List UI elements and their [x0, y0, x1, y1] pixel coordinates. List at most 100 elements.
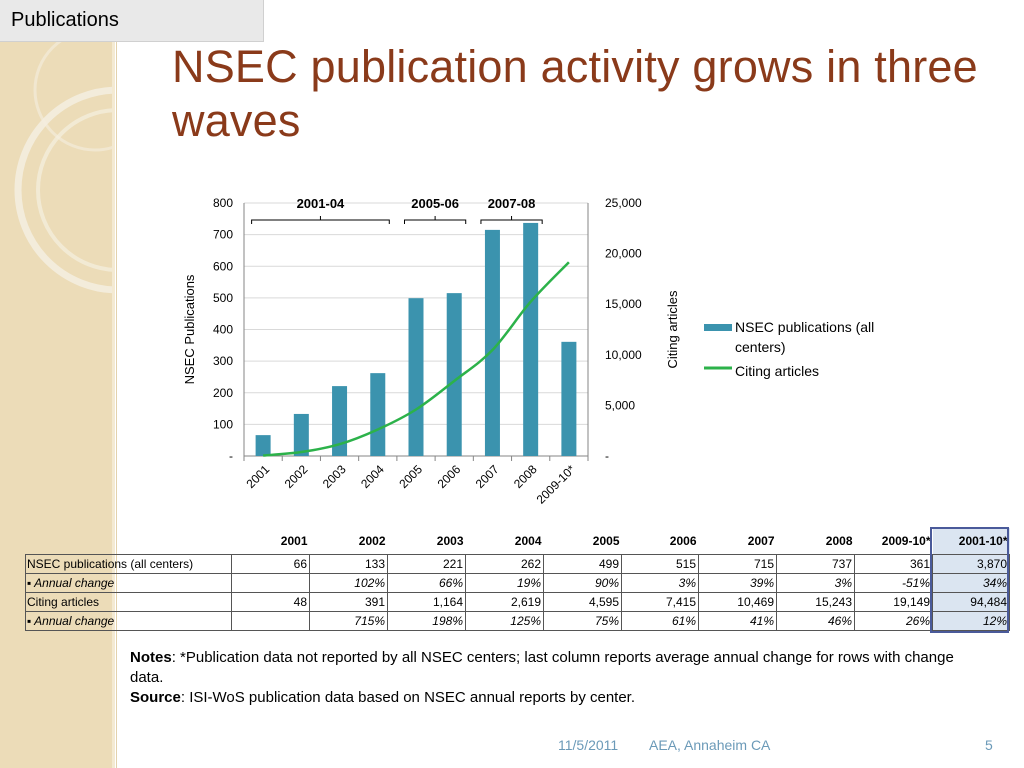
table-cell: 75% [543, 610, 622, 631]
bracket-2007-08 [480, 216, 543, 224]
table-header-row: 2001 2002 2003 2004 2005 2006 2007 2008 2009-10*… [26, 528, 1010, 554]
table-row-label: Citing articles [25, 591, 232, 612]
y2-tick-label: - [605, 449, 609, 463]
table-cell: 515 [621, 553, 699, 574]
data-table: 2001 2002 2003 2004 2005 2006 2007 2008 2009-10*… [25, 528, 1010, 631]
table-cell: 66% [387, 572, 466, 593]
bar-2006 [446, 293, 462, 456]
table-cell: 3,870 [932, 553, 1010, 574]
y2-tick-label: 10,000 [605, 348, 642, 362]
table-row: NSEC publications (all centers) 66 133 221 2… [25, 553, 1010, 574]
y-tick-label: - [229, 449, 233, 463]
table-row-label: ▪ Annual change [25, 610, 232, 631]
table-cell: 19,149 [854, 591, 933, 612]
publications-chart: - 100 200 300 400 500 600 700 800 - 5,000 10,000 15,… [182, 196, 874, 507]
table-row: ▪ Annual change 715% 198% 125% 75% 61% 41% 46% 2… [25, 610, 1010, 631]
table-cell: 61% [621, 610, 699, 631]
table-header-cell: 2003 [436, 533, 464, 548]
bar-2003 [332, 386, 348, 456]
x-tick-label: 2003 [320, 462, 349, 491]
bar-2008 [523, 222, 539, 456]
table-cell: 1,164 [387, 591, 466, 612]
notes-label: Notes [130, 649, 172, 666]
source-text: : ISI-WoS publication data based on NSEC… [180, 689, 636, 706]
bracket-label: 2001-04 [297, 196, 345, 211]
y2-tick-label: 15,000 [605, 297, 642, 311]
left-decorative-band [0, 0, 114, 768]
table-cell: 66 [231, 553, 310, 574]
table-cell [231, 572, 310, 593]
table-cell: 715 [698, 553, 777, 574]
table-header-cell: 2002 [358, 533, 386, 548]
y-tick-label: 800 [213, 196, 233, 210]
table-row-label: NSEC publications (all centers) [25, 553, 232, 574]
section-tab[interactable]: Publications [0, 0, 264, 42]
table-cell: 102% [309, 572, 388, 593]
table-header-cell: 2008 [825, 533, 853, 548]
table-cell: 125% [465, 610, 544, 631]
x-tick-label: 2002 [282, 462, 311, 491]
footer-venue: AEA, Annaheim CA [649, 737, 771, 753]
y-tick-label: 500 [213, 291, 233, 305]
table-cell: 133 [309, 553, 388, 574]
table-cell: 4,595 [543, 591, 622, 612]
legend-line-label: Citing articles [735, 363, 819, 379]
table-header-blank [26, 528, 232, 554]
bracket-label: 2007-08 [488, 196, 536, 211]
bar-2005 [408, 298, 424, 456]
table-cell: 12% [932, 610, 1010, 631]
table-cell: 391 [309, 591, 388, 612]
table-cell: 262 [465, 553, 544, 574]
table-header-cell: 2004 [514, 533, 542, 548]
y-tick-label: 300 [213, 354, 233, 368]
table-cell: 26% [854, 610, 933, 631]
x-tick-label: 2004 [358, 462, 387, 491]
bar-2001 [255, 435, 271, 456]
legend-bar-label-line2: centers) [735, 339, 786, 355]
table-cell: 499 [543, 553, 622, 574]
table-cell: 39% [698, 572, 777, 593]
table-header-cell: 2005 [592, 533, 620, 548]
bracket-label: 2005-06 [411, 196, 459, 211]
notes-text: : *Publication data not reported by all … [130, 649, 954, 686]
bar-2009-10* [561, 341, 577, 456]
y-axis-title: NSEC Publications [182, 274, 197, 384]
y2-tick-label: 25,000 [605, 196, 642, 210]
legend-bar-swatch [704, 324, 732, 331]
table-cell: -51% [854, 572, 933, 593]
y2-tick-label: 20,000 [605, 247, 642, 261]
y-tick-label: 200 [213, 386, 233, 400]
x-tick-label: 2006 [435, 462, 464, 491]
table-cell: 48 [231, 591, 310, 612]
table-header-cell: 2009-10* [881, 533, 931, 548]
notes-block: Notes: *Publication data not reported by… [130, 648, 990, 708]
table-cell: 10,469 [698, 591, 777, 612]
band-edge-highlight [112, 0, 115, 768]
table-cell: 34% [932, 572, 1010, 593]
section-label: Publications [11, 9, 119, 31]
slide-title: NSEC publication activity grows in three… [172, 41, 978, 146]
x-tick-label: 2008 [511, 462, 540, 491]
bracket-2005-06 [404, 216, 467, 224]
table-cell: 19% [465, 572, 544, 593]
table-body: NSEC publications (all centers) 66 133 221 2… [25, 553, 1010, 631]
bar-2007 [484, 229, 500, 456]
table-cell: 3% [621, 572, 699, 593]
bar-2004 [370, 373, 386, 456]
table-cell: 3% [776, 572, 855, 593]
table-header-cell: 2001 [280, 533, 308, 548]
footer-date: 11/5/2011 [558, 737, 619, 753]
table-cell: 361 [854, 553, 933, 574]
table-cell: 46% [776, 610, 855, 631]
notes-line: Notes: *Publication data not reported by… [130, 648, 990, 688]
bracket-2001-04 [251, 216, 390, 224]
y2-tick-label: 5,000 [605, 398, 635, 412]
source-line: Source: ISI-WoS publication data based o… [130, 688, 990, 708]
table-cell: 90% [543, 572, 622, 593]
band-edge-line [116, 0, 117, 768]
y2-axis-title: Citing articles [665, 290, 680, 369]
table-cell: 715% [309, 610, 388, 631]
source-label: Source [130, 689, 181, 706]
table-cell: 15,243 [776, 591, 855, 612]
table-row-label: ▪ Annual change [25, 572, 232, 593]
